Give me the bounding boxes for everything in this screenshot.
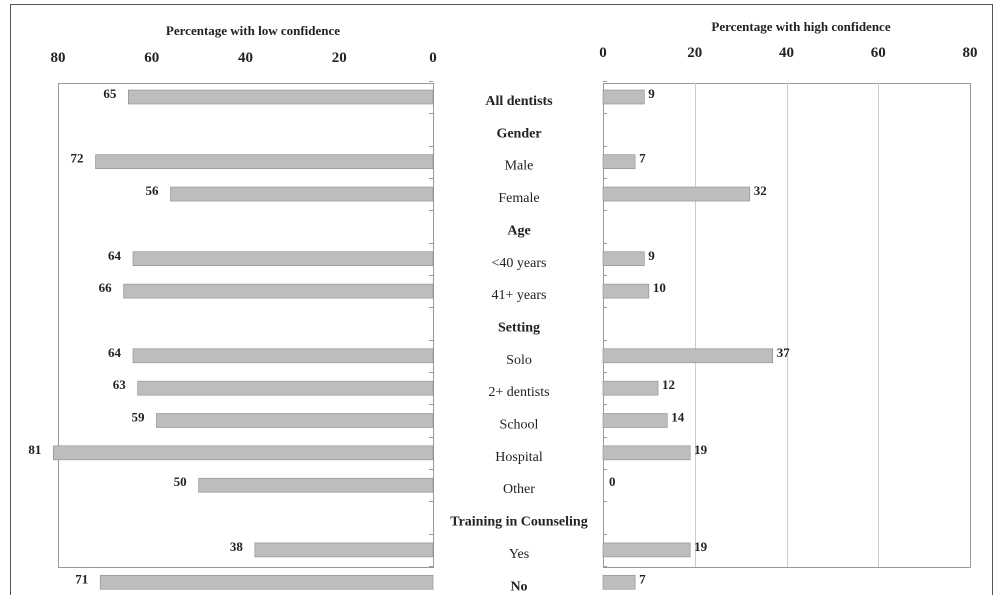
left-tick-label-60: 60 — [144, 50, 159, 66]
right-data-label: 7 — [639, 151, 646, 166]
right-tick-label-80: 80 — [963, 45, 978, 61]
right-data-label: 32 — [754, 183, 767, 198]
left-bar — [128, 89, 434, 105]
right-tick-label-60: 60 — [871, 45, 886, 61]
right-tick-label-40: 40 — [779, 45, 794, 61]
right-bar — [602, 348, 774, 364]
left-data-label: 66 — [99, 280, 113, 295]
category-label: School — [500, 418, 539, 433]
right-bar — [602, 445, 691, 461]
left-bar — [95, 154, 434, 169]
left-data-label: 72 — [71, 151, 84, 166]
right-data-label: 10 — [653, 280, 666, 295]
right-data-label: 14 — [671, 410, 685, 425]
category-label: Male — [505, 159, 534, 174]
left-data-label: 59 — [131, 410, 145, 425]
right-axis-title: Percentage with high confidence — [711, 19, 890, 34]
left-bar — [132, 348, 434, 364]
category-label: Gender — [496, 126, 541, 141]
left-bar — [198, 477, 434, 493]
left-tick-label-20: 20 — [332, 50, 347, 66]
category-label: Female — [498, 191, 539, 206]
category-label: No — [510, 579, 527, 594]
left-bar — [254, 542, 434, 558]
outer-border — [10, 4, 993, 600]
left-plot-area — [58, 83, 434, 568]
right-data-label: 12 — [662, 377, 675, 392]
left-bar — [132, 251, 434, 267]
right-bar — [602, 380, 659, 396]
category-label: Yes — [509, 547, 529, 562]
left-tick-label-0: 0 — [429, 50, 437, 66]
right-tick-label-20: 20 — [687, 45, 702, 61]
right-data-label: 19 — [694, 539, 708, 554]
left-data-label: 56 — [146, 183, 160, 198]
right-data-label: 9 — [648, 86, 655, 101]
left-data-label: 64 — [108, 248, 122, 263]
left-bar — [137, 380, 434, 396]
right-data-label: 7 — [639, 571, 646, 586]
left-data-label: 64 — [108, 345, 122, 360]
right-data-label: 0 — [609, 474, 616, 489]
category-label: Age — [507, 223, 530, 238]
left-data-label: 71 — [75, 571, 88, 586]
category-label: Hospital — [495, 450, 543, 465]
category-label: <40 years — [492, 256, 547, 271]
right-bar — [602, 89, 645, 105]
right-bar — [602, 542, 691, 558]
category-label: All dentists — [485, 94, 553, 109]
right-bar — [602, 413, 668, 428]
left-bar — [170, 186, 434, 202]
right-panel: Percentage with high confidence 0 20 40 60 80… — [599, 19, 978, 599]
category-label: 2+ dentists — [488, 385, 549, 400]
left-data-label: 50 — [174, 474, 187, 489]
left-data-label: 63 — [113, 377, 127, 392]
right-bar — [602, 251, 645, 267]
category-label: Solo — [506, 353, 532, 368]
left-tick-label-40: 40 — [238, 50, 253, 66]
right-bar — [602, 574, 636, 590]
right-data-label: 37 — [777, 345, 791, 360]
left-data-label: 38 — [230, 539, 244, 554]
right-bar — [602, 186, 751, 202]
category-label: 41+ years — [492, 288, 547, 303]
right-bar — [602, 283, 650, 299]
category-label: Training in Counseling — [450, 515, 587, 530]
right-bar — [602, 154, 636, 169]
left-axis-title: Percentage with low confidence — [166, 23, 340, 38]
left-data-label: 81 — [28, 442, 41, 457]
right-data-label: 9 — [648, 248, 655, 263]
category-labels: All dentists Gender Male Female Age <40 years… — [450, 94, 587, 594]
left-tick-label-80: 80 — [51, 50, 66, 66]
left-bar — [156, 413, 434, 428]
left-bar — [123, 283, 434, 299]
left-panel: Percentage with low confidence 80 60 40 20 0 6… — [28, 23, 437, 599]
left-bar — [53, 445, 434, 461]
chart-frame — [10, 4, 993, 600]
left-bar — [99, 574, 434, 590]
right-data-label: 19 — [694, 442, 708, 457]
left-data-label: 65 — [103, 86, 117, 101]
category-label: Other — [503, 482, 535, 497]
category-label: Setting — [498, 320, 540, 335]
right-tick-label-0: 0 — [599, 45, 607, 61]
